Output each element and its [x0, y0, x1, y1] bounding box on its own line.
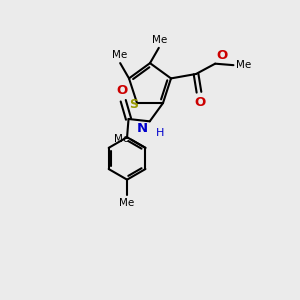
Text: S: S [129, 98, 138, 111]
Text: H: H [156, 128, 165, 138]
Text: Me: Me [114, 134, 129, 144]
Text: O: O [194, 96, 205, 109]
Text: O: O [217, 49, 228, 62]
Text: O: O [116, 84, 128, 97]
Text: N: N [137, 122, 148, 135]
Text: Me: Me [236, 60, 251, 70]
Text: Me: Me [119, 199, 135, 208]
Text: Me: Me [152, 35, 167, 45]
Text: Me: Me [112, 50, 127, 60]
